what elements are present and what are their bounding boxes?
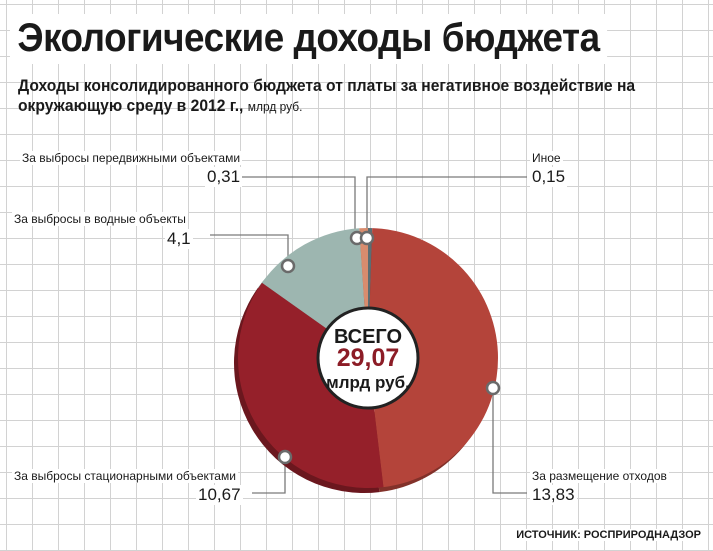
source-note: ИСТОЧНИК: РОСПРИРОДНАДЗОР bbox=[514, 529, 703, 541]
leader-dot-other bbox=[359, 230, 375, 246]
slice-mobile bbox=[359, 228, 368, 309]
chart-title: Экологические доходы бюджета bbox=[10, 14, 607, 64]
label-other-value: 0,15 bbox=[530, 167, 568, 187]
leader-line-waste bbox=[492, 388, 527, 494]
label-waste-value: 13,83 bbox=[530, 485, 577, 505]
leader-dot-water bbox=[280, 258, 296, 274]
label-water-value: 4,1 bbox=[165, 229, 193, 249]
label-mobile-name: За выбросы передвижными объектами bbox=[20, 151, 243, 165]
leader-line-stationary bbox=[252, 458, 286, 494]
center-label-total-word: ВСЕГО bbox=[334, 326, 402, 348]
label-water-name: За выбросы в водные объекты bbox=[12, 212, 188, 226]
center-total-value: 29,07 bbox=[337, 344, 400, 372]
chart-subtitle: Доходы консолидированного бюджета от пла… bbox=[18, 76, 653, 117]
slice-water bbox=[261, 228, 365, 330]
label-other-name: Иное bbox=[530, 151, 563, 165]
slice-other bbox=[368, 228, 373, 309]
center-unit: млрд руб. bbox=[326, 373, 410, 392]
leader-line-other bbox=[366, 176, 527, 238]
leader-lines bbox=[210, 176, 527, 494]
center-circle bbox=[316, 306, 420, 410]
donut-slices bbox=[233, 228, 499, 493]
leader-line-mobile bbox=[240, 176, 356, 238]
subtitle-unit: млрд руб. bbox=[247, 99, 303, 114]
leader-dot-waste bbox=[485, 380, 501, 396]
slice-stationary bbox=[238, 282, 384, 488]
leader-line-water bbox=[210, 234, 289, 265]
leader-dot-stationary bbox=[277, 449, 293, 465]
slice-waste bbox=[369, 228, 499, 488]
donut-center: ВСЕГО 29,07 млрд руб. bbox=[316, 306, 420, 410]
label-stationary-name: За выбросы стационарными объектами bbox=[12, 469, 238, 483]
label-stationary-value: 10,67 bbox=[196, 485, 243, 505]
leader-dots bbox=[277, 230, 501, 465]
label-mobile-value: 0,31 bbox=[205, 167, 243, 187]
subtitle-text: Доходы консолидированного бюджета от пла… bbox=[18, 76, 636, 115]
label-waste-name: За размещение отходов bbox=[530, 469, 669, 483]
